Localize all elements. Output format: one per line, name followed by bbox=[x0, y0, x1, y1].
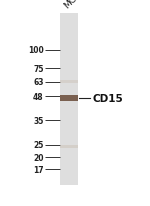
Bar bbox=[60, 95, 78, 101]
Text: CD15: CD15 bbox=[92, 93, 123, 103]
Text: 48: 48 bbox=[33, 92, 44, 101]
Bar bbox=[60, 145, 78, 149]
Text: MCF-7: MCF-7 bbox=[62, 0, 89, 10]
Text: 17: 17 bbox=[33, 165, 44, 174]
Text: 35: 35 bbox=[33, 116, 43, 125]
Text: 25: 25 bbox=[33, 141, 43, 150]
Bar bbox=[60, 81, 78, 84]
Text: 100: 100 bbox=[28, 46, 44, 55]
Text: 75: 75 bbox=[33, 64, 44, 74]
Text: 20: 20 bbox=[33, 153, 44, 162]
Text: 63: 63 bbox=[33, 78, 44, 87]
Bar bbox=[60, 14, 78, 185]
